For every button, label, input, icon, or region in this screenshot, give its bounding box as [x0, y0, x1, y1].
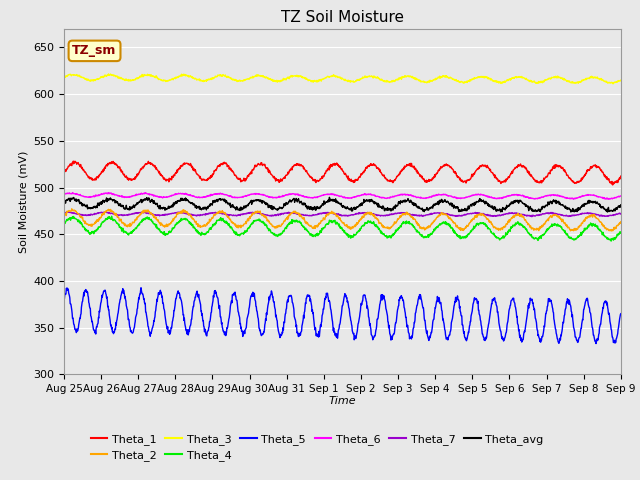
Theta_3 — [502, 78, 509, 84]
Theta_2 — [68, 206, 76, 212]
Theta_5 — [171, 305, 179, 311]
Theta_1 — [60, 169, 68, 175]
Line: Theta_3: Theta_3 — [64, 74, 621, 84]
Theta_6 — [551, 192, 559, 198]
Theta_avg — [184, 197, 191, 203]
Theta_5 — [551, 323, 559, 329]
X-axis label: Time: Time — [328, 396, 356, 406]
Theta_1 — [609, 182, 616, 188]
Theta_3 — [617, 77, 625, 83]
Theta_2 — [184, 211, 192, 216]
Theta_avg — [617, 202, 625, 208]
Theta_2 — [551, 212, 559, 217]
Theta_avg — [502, 204, 509, 210]
Theta_3 — [246, 74, 254, 80]
Theta_7 — [64, 209, 72, 215]
Theta_1 — [184, 161, 192, 167]
Theta_avg — [60, 198, 68, 204]
Theta_1 — [429, 175, 437, 181]
Theta_2 — [607, 228, 615, 234]
Theta_6 — [68, 190, 76, 195]
Line: Theta_7: Theta_7 — [64, 212, 621, 216]
Theta_2 — [502, 222, 509, 228]
Theta_3 — [171, 75, 179, 81]
Theta_3 — [60, 75, 68, 81]
Theta_6 — [60, 192, 68, 197]
Theta_7 — [171, 210, 179, 216]
Theta_6 — [184, 192, 192, 198]
Theta_3 — [609, 81, 617, 87]
Legend: Theta_1, Theta_2, Theta_3, Theta_4, Theta_5, Theta_6, Theta_7, Theta_avg: Theta_1, Theta_2, Theta_3, Theta_4, Thet… — [86, 429, 548, 466]
Theta_5 — [429, 317, 437, 323]
Theta_6 — [429, 193, 437, 199]
Theta_3 — [551, 74, 559, 80]
Theta_5 — [137, 285, 145, 290]
Theta_4 — [429, 229, 437, 235]
Theta_6 — [605, 196, 612, 202]
Theta_4 — [551, 221, 559, 227]
Theta_4 — [60, 221, 68, 227]
Theta_3 — [105, 71, 113, 77]
Line: Theta_2: Theta_2 — [64, 209, 621, 231]
Theta_5 — [184, 332, 192, 338]
Theta_7 — [528, 214, 536, 219]
Theta_4 — [184, 218, 192, 224]
Theta_6 — [502, 194, 509, 200]
Theta_2 — [617, 219, 625, 225]
Theta_2 — [60, 213, 68, 219]
Theta_avg — [326, 194, 333, 200]
Theta_2 — [246, 214, 254, 220]
Theta_1 — [617, 173, 625, 179]
Theta_5 — [246, 295, 254, 300]
Theta_avg — [551, 199, 559, 204]
Line: Theta_4: Theta_4 — [64, 216, 621, 241]
Theta_4 — [502, 230, 509, 236]
Title: TZ Soil Moisture: TZ Soil Moisture — [281, 10, 404, 25]
Theta_1 — [70, 158, 77, 164]
Text: TZ_sm: TZ_sm — [72, 44, 116, 57]
Theta_3 — [184, 72, 192, 78]
Theta_2 — [171, 215, 179, 220]
Theta_7 — [60, 210, 68, 216]
Theta_7 — [617, 211, 625, 217]
Theta_6 — [171, 192, 179, 197]
Theta_5 — [617, 311, 625, 317]
Theta_4 — [607, 238, 615, 244]
Y-axis label: Soil Moisture (mV): Soil Moisture (mV) — [19, 150, 29, 253]
Theta_7 — [246, 210, 254, 216]
Theta_7 — [502, 211, 509, 216]
Theta_1 — [502, 176, 509, 182]
Theta_3 — [429, 77, 437, 83]
Theta_5 — [592, 341, 600, 347]
Theta_4 — [171, 224, 179, 230]
Line: Theta_1: Theta_1 — [64, 161, 621, 185]
Theta_1 — [171, 173, 179, 179]
Theta_6 — [617, 193, 625, 199]
Theta_4 — [246, 222, 254, 228]
Theta_7 — [184, 211, 192, 217]
Theta_avg — [246, 200, 254, 205]
Theta_4 — [617, 230, 625, 236]
Line: Theta_6: Theta_6 — [64, 192, 621, 199]
Theta_2 — [429, 220, 437, 226]
Theta_1 — [551, 162, 559, 168]
Theta_avg — [170, 202, 178, 208]
Theta_7 — [552, 211, 559, 216]
Theta_6 — [246, 192, 254, 197]
Theta_7 — [429, 211, 437, 216]
Theta_5 — [60, 296, 68, 302]
Theta_4 — [108, 214, 115, 219]
Theta_avg — [604, 209, 611, 215]
Theta_avg — [429, 202, 437, 208]
Line: Theta_avg: Theta_avg — [64, 197, 621, 212]
Theta_5 — [502, 330, 509, 336]
Line: Theta_5: Theta_5 — [64, 288, 621, 344]
Theta_1 — [246, 171, 254, 177]
